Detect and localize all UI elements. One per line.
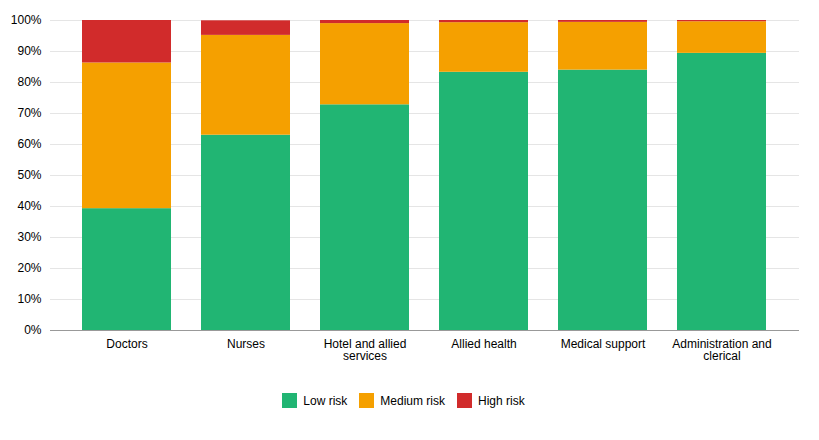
svg-text:40%: 40% [17, 199, 41, 213]
svg-text:20%: 20% [17, 261, 41, 275]
html-text:Low risk: Low risk [303, 393, 348, 408]
svg-text:0%: 0% [24, 323, 42, 337]
svg-text:60%: 60% [17, 137, 41, 151]
svg-text:Allied health: Allied health [451, 337, 516, 351]
svg-text:Administration andclerical: Administration andclerical [672, 337, 771, 363]
svg-text:Doctors: Doctors [106, 337, 147, 351]
svg-text:Hotel and alliedservices: Hotel and alliedservices [324, 337, 407, 363]
svg-text:90%: 90% [17, 44, 41, 58]
html-text:Medium risk: Medium risk [380, 393, 445, 408]
svg-text:10%: 10% [17, 292, 41, 306]
svg-text:50%: 50% [17, 168, 41, 182]
svg-text:70%: 70% [17, 106, 41, 120]
svg-text:Nurses: Nurses [227, 337, 265, 351]
html-text:High risk: High risk [478, 393, 525, 408]
svg-text:80%: 80% [17, 75, 41, 89]
svg-text:30%: 30% [17, 230, 41, 244]
svg-text:Medical support: Medical support [561, 337, 646, 351]
svg-text:100%: 100% [11, 13, 42, 27]
